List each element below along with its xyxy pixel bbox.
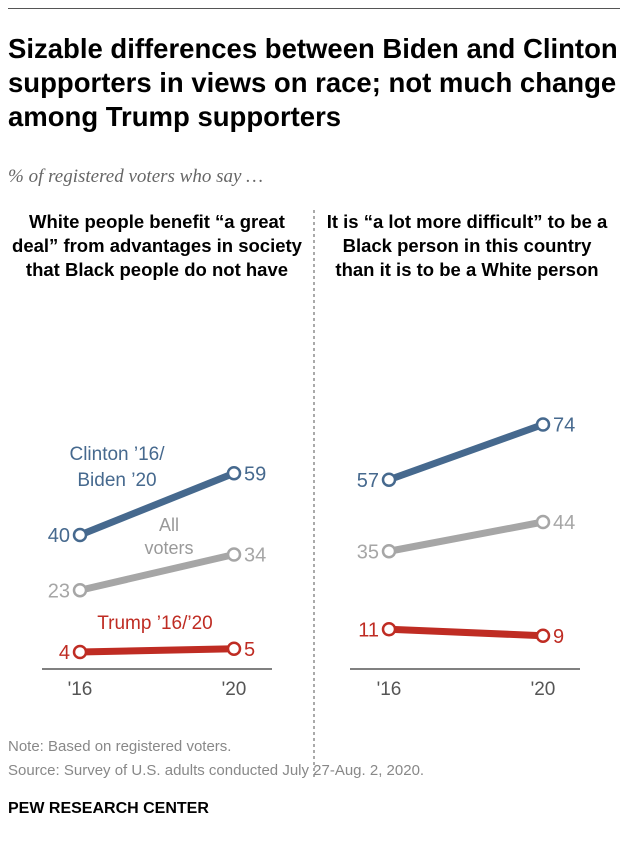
note: Note: Based on registered voters. — [8, 738, 232, 755]
data-label: 34 — [244, 545, 266, 567]
data-point — [381, 472, 397, 487]
data-label: 35 — [357, 541, 379, 563]
data-point — [72, 644, 88, 660]
data-label: 23 — [48, 580, 70, 602]
data-point — [381, 622, 397, 637]
data-point — [226, 547, 242, 562]
data-label: 44 — [553, 512, 575, 534]
brand-logo-text: PEW RESEARCH CENTER — [8, 800, 209, 817]
series-label-all-voters: All — [159, 515, 179, 535]
data-label: 5 — [244, 639, 255, 661]
series-line — [79, 645, 235, 656]
source: Source: Survey of U.S. adults conducted … — [8, 762, 425, 779]
series-line — [388, 625, 544, 640]
data-label: 59 — [244, 463, 266, 485]
chart-subtitle: % of registered voters who say … — [8, 166, 264, 187]
data-point — [535, 514, 551, 530]
series-label-clinton-biden: Clinton ’16/ — [69, 444, 165, 465]
series-line — [79, 551, 235, 594]
data-point — [226, 641, 242, 656]
x-tick-label: '20 — [222, 679, 247, 700]
series-line — [78, 470, 236, 539]
data-point — [72, 527, 88, 543]
x-tick-label: '16 — [68, 679, 93, 700]
series-label-all-voters: voters — [144, 538, 193, 558]
data-label: 57 — [357, 470, 379, 492]
data-point — [381, 544, 397, 559]
data-point — [535, 417, 551, 432]
top-rule — [8, 8, 620, 9]
data-label: 11 — [358, 619, 379, 641]
data-label: 4 — [59, 642, 70, 664]
data-label: 9 — [553, 626, 564, 648]
x-tick-label: '20 — [531, 679, 556, 700]
panel-title-left: White people benefit “a great deal” from… — [12, 211, 302, 280]
series-label-trump: Trump ’16/’20 — [97, 613, 212, 634]
data-label: 74 — [553, 415, 575, 437]
data-point — [72, 583, 88, 598]
series-line — [387, 421, 545, 484]
data-point — [226, 466, 242, 481]
x-tick-label: '16 — [377, 679, 402, 700]
data-label: 40 — [48, 525, 70, 547]
chart-title: Sizable differences between Biden and Cl… — [8, 33, 618, 132]
series-label-clinton-biden: Biden ’20 — [77, 470, 156, 491]
series-line — [388, 518, 544, 555]
data-point — [535, 628, 551, 643]
panel-title-right: It is “a lot more difficult” to be a Bla… — [326, 211, 608, 280]
